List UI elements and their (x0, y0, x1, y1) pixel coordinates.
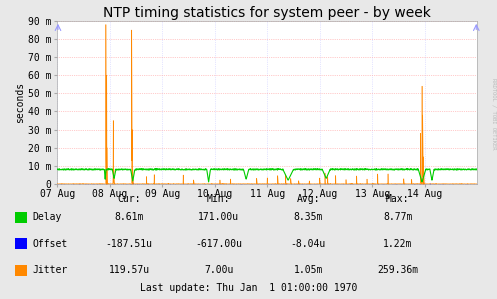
Text: Delay: Delay (32, 212, 62, 222)
Bar (15, 212, 27, 223)
Text: 1.22m: 1.22m (383, 239, 413, 249)
Text: 8.61m: 8.61m (114, 212, 144, 222)
Text: Max:: Max: (386, 194, 410, 205)
Text: Cur:: Cur: (117, 194, 141, 205)
Text: 8.35m: 8.35m (293, 212, 323, 222)
Text: Offset: Offset (32, 239, 68, 249)
Title: NTP timing statistics for system peer - by week: NTP timing statistics for system peer - … (103, 6, 431, 20)
Text: -8.04u: -8.04u (291, 239, 326, 249)
Text: RRDTOOL / TOBI OETIKER: RRDTOOL / TOBI OETIKER (491, 78, 496, 150)
Y-axis label: seconds: seconds (15, 82, 25, 123)
Text: Last update: Thu Jan  1 01:00:00 1970: Last update: Thu Jan 1 01:00:00 1970 (140, 283, 357, 293)
Text: Avg:: Avg: (296, 194, 320, 205)
Text: 259.36m: 259.36m (377, 265, 418, 275)
Text: -187.51u: -187.51u (106, 239, 153, 249)
Text: 1.05m: 1.05m (293, 265, 323, 275)
Bar (15, 238, 27, 249)
Bar (15, 265, 27, 276)
Text: Min:: Min: (207, 194, 231, 205)
Text: -617.00u: -617.00u (195, 239, 242, 249)
Text: 171.00u: 171.00u (198, 212, 239, 222)
Text: 8.77m: 8.77m (383, 212, 413, 222)
Text: 7.00u: 7.00u (204, 265, 234, 275)
Text: 119.57u: 119.57u (109, 265, 150, 275)
Text: Jitter: Jitter (32, 265, 68, 275)
